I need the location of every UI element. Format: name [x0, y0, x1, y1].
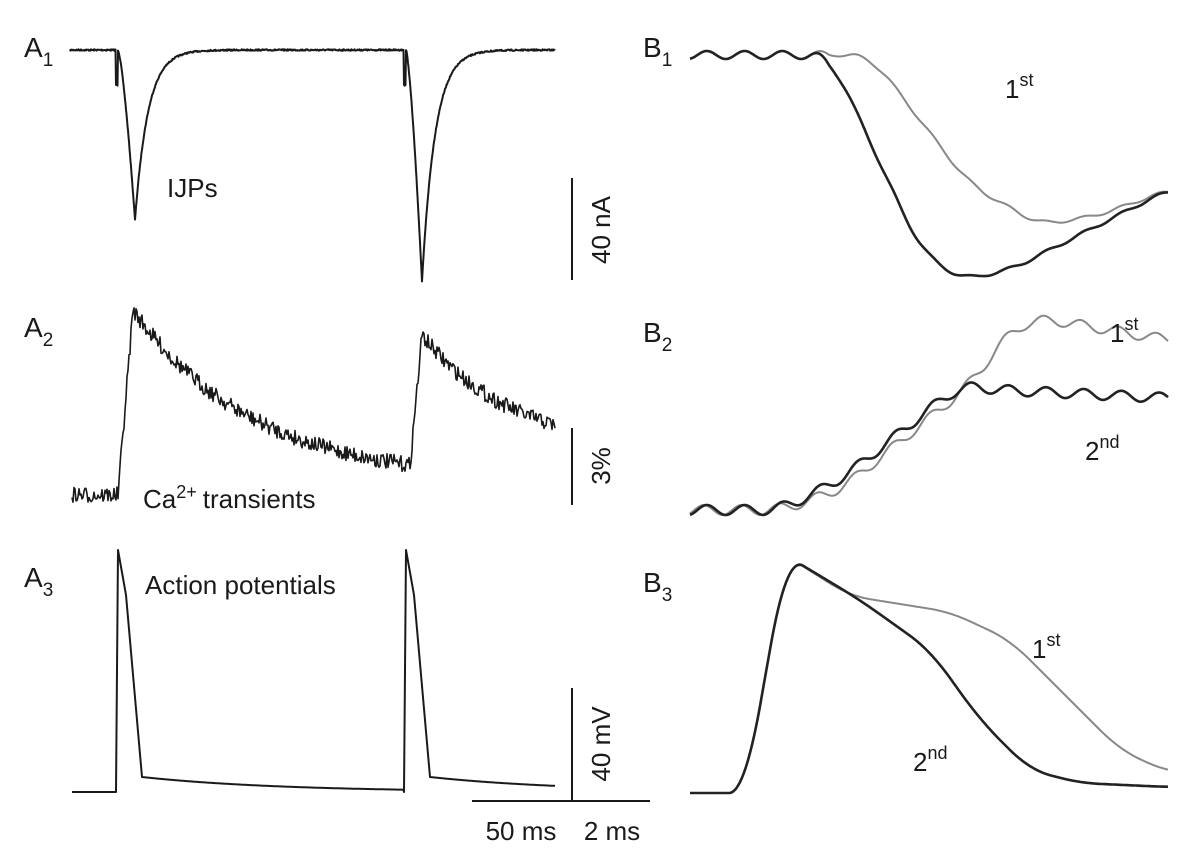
scale-label: 50 ms [486, 816, 557, 846]
panel-sub: 3 [662, 585, 673, 606]
panel-sub: 1 [662, 50, 673, 71]
trace [689, 381, 1169, 517]
panel-label: A3 [24, 562, 53, 601]
trace [71, 307, 556, 503]
trace-num: 2 [913, 747, 927, 777]
panel-letter: B [643, 567, 662, 598]
panel-sub: 3 [43, 580, 54, 601]
panel-label: A2 [24, 312, 53, 351]
trace-label: 2nd [913, 743, 948, 777]
panel-letter: A [24, 32, 43, 63]
panel-label: A1 [24, 32, 53, 71]
scale-label: 40 nA [586, 195, 616, 264]
scale-label: 3% [586, 447, 616, 485]
trace-label: 1st [1032, 630, 1060, 664]
trace-suffix: st [1124, 314, 1138, 334]
trace-suffix: st [1046, 630, 1060, 650]
annotation-part: Ca [143, 484, 177, 514]
panel-label: B3 [643, 567, 672, 606]
panel-letter: A [24, 562, 43, 593]
trace-num: 2 [1085, 436, 1099, 466]
scale-label: 40 mV [586, 706, 616, 782]
trace-suffix: nd [927, 743, 947, 763]
trace-label: 1st [1110, 314, 1138, 348]
annotation-part: transients [203, 484, 316, 514]
trace-label: 2nd [1085, 432, 1120, 466]
trace-num: 1 [1032, 634, 1046, 664]
annotation: Action potentials [145, 570, 336, 600]
panel-label: B2 [643, 317, 672, 356]
trace [689, 314, 1169, 516]
panel-label: B1 [643, 32, 672, 71]
trace [689, 563, 1169, 795]
trace-label: 1st [1005, 70, 1033, 104]
trace [689, 49, 1169, 278]
panel-sub: 2 [662, 335, 673, 356]
trace-num: 1 [1110, 318, 1124, 348]
panel-letter: A [24, 312, 43, 343]
trace-suffix: st [1019, 70, 1033, 90]
panel-sub: 2 [43, 330, 54, 351]
scale-label: 2 ms [584, 816, 640, 846]
panel-sub: 1 [43, 50, 54, 71]
trace-suffix: nd [1099, 432, 1119, 452]
annotation: Ca2+ transients [143, 482, 316, 514]
trace-num: 1 [1005, 74, 1019, 104]
panel-letter: B [643, 32, 662, 63]
traces [69, 48, 1169, 795]
trace [71, 549, 556, 793]
trace [689, 50, 1169, 224]
scale-bars [472, 178, 650, 802]
trace [69, 48, 556, 283]
annotation: IJPs [167, 173, 218, 203]
annotation-sup: 2+ [176, 482, 197, 502]
panel-letter: B [643, 317, 662, 348]
